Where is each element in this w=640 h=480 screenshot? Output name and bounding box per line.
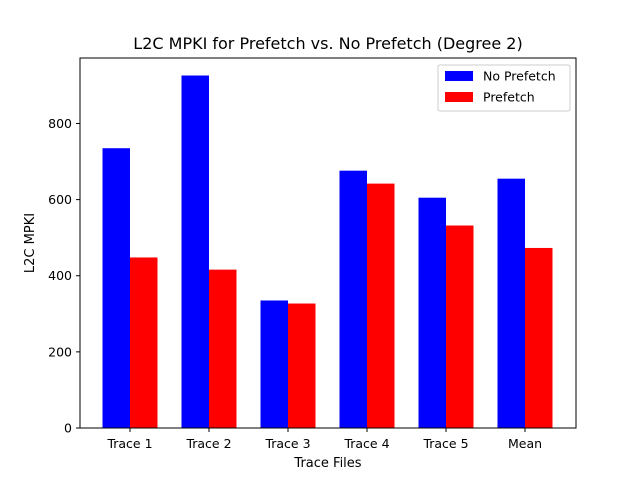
bar-prefetch-2 <box>209 269 237 428</box>
x-axis: Trace 1 Trace 2 Trace 3 Trace 4 Trace 5 Mean <box>106 428 542 451</box>
x-tick-label: Trace 3 <box>264 436 310 451</box>
x-tick-label: Trace 5 <box>422 436 468 451</box>
bar-no-prefetch-6 <box>497 178 525 428</box>
bar-prefetch-3 <box>288 303 316 428</box>
x-tick-label: Trace 4 <box>343 436 389 451</box>
bars-group <box>102 75 553 428</box>
y-tick-label: 0 <box>64 421 72 436</box>
bar-no-prefetch-3 <box>260 300 288 428</box>
plot-area-frame <box>79 57 577 429</box>
bar-no-prefetch-5 <box>418 197 446 428</box>
bar-prefetch-5 <box>446 225 474 428</box>
legend-swatch-no-prefetch <box>445 71 473 81</box>
y-axis-label: L2C MPKI <box>23 213 38 273</box>
legend: No Prefetch Prefetch <box>437 64 571 112</box>
bar-no-prefetch-4 <box>339 170 367 428</box>
legend-label-prefetch: Prefetch <box>483 90 535 105</box>
y-tick-label: 800 <box>48 116 72 131</box>
chart-title: L2C MPKI for Prefetch vs. No Prefetch (D… <box>133 34 522 53</box>
bar-prefetch-6 <box>525 247 553 428</box>
bar-no-prefetch-1 <box>102 148 130 428</box>
x-tick-label: Trace 2 <box>185 436 231 451</box>
x-tick-label: Trace 1 <box>106 436 152 451</box>
x-axis-label: Trace Files <box>293 456 361 471</box>
legend-label-no-prefetch: No Prefetch <box>483 69 556 84</box>
bar-no-prefetch-2 <box>181 75 209 428</box>
y-tick-label: 400 <box>48 268 72 283</box>
legend-swatch-prefetch <box>445 92 473 102</box>
bar-prefetch-1 <box>130 257 158 428</box>
y-tick-label: 200 <box>48 344 72 359</box>
x-tick-label: Mean <box>508 436 542 451</box>
y-axis: 0 200 400 600 800 <box>48 116 80 436</box>
y-tick-label: 600 <box>48 192 72 207</box>
bar-prefetch-4 <box>367 183 395 428</box>
